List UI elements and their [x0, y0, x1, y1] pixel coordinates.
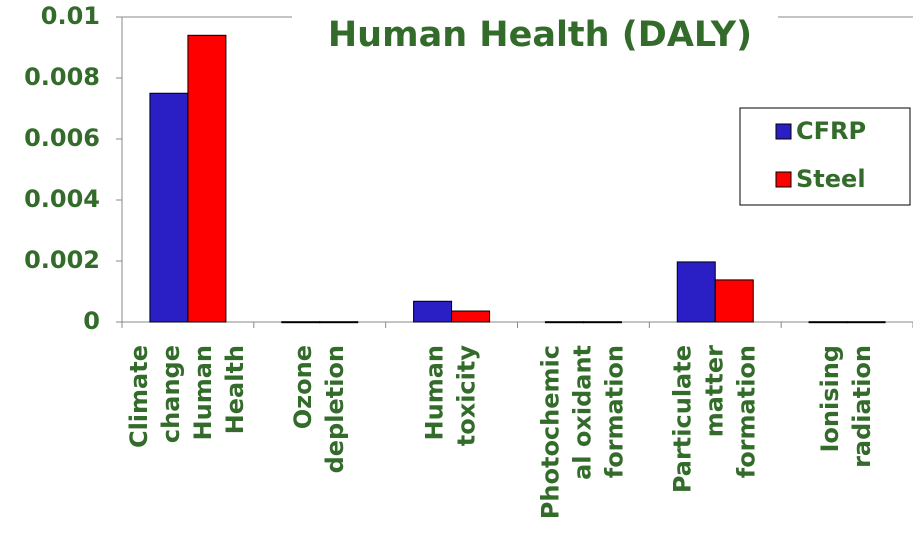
legend-swatch [775, 123, 792, 140]
x-tick-label: Human [421, 345, 449, 440]
bar [187, 34, 227, 323]
bar [281, 321, 321, 324]
bar [319, 321, 359, 324]
x-tick-label: Climate [125, 345, 153, 448]
x-tick-label: Photochemic [536, 345, 564, 519]
legend-label: Steel [796, 165, 866, 193]
y-tick-label: 0.008 [24, 63, 100, 91]
title-background [292, 2, 778, 66]
x-tick-label: Particulate [668, 345, 696, 493]
x-tick-label: matter [700, 345, 728, 437]
bar [413, 300, 453, 323]
y-tick-label: 0.01 [41, 2, 100, 30]
x-tick-label: Human [189, 345, 217, 440]
bar [149, 92, 189, 323]
legend-swatch [775, 171, 792, 188]
x-tick-label: formation [600, 345, 628, 478]
bar [582, 321, 622, 324]
y-tick-label: 0.002 [24, 246, 100, 274]
x-tick-label: change [157, 345, 185, 443]
legend-label: CFRP [796, 117, 866, 145]
y-tick-label: 0.004 [24, 185, 100, 213]
bar [544, 321, 584, 324]
x-tick-label: Ozone [289, 345, 317, 429]
legend-box [739, 107, 911, 206]
bar [714, 279, 754, 323]
bar [846, 321, 886, 324]
y-tick-label: 0 [83, 307, 100, 335]
x-tick-label: toxicity [453, 345, 481, 447]
chart-title: Human Health (DALY) [328, 15, 752, 55]
bar [451, 310, 491, 323]
x-tick-label: Ionising [816, 345, 844, 453]
bar [808, 321, 848, 324]
x-tick-label: radiation [848, 345, 876, 468]
x-tick-label: Health [221, 345, 249, 434]
bar [676, 261, 716, 323]
x-tick-label: formation [732, 345, 760, 478]
y-tick-label: 0.006 [24, 124, 100, 152]
x-tick-label: al oxidant [568, 345, 596, 480]
x-tick-label: depletion [321, 345, 349, 473]
